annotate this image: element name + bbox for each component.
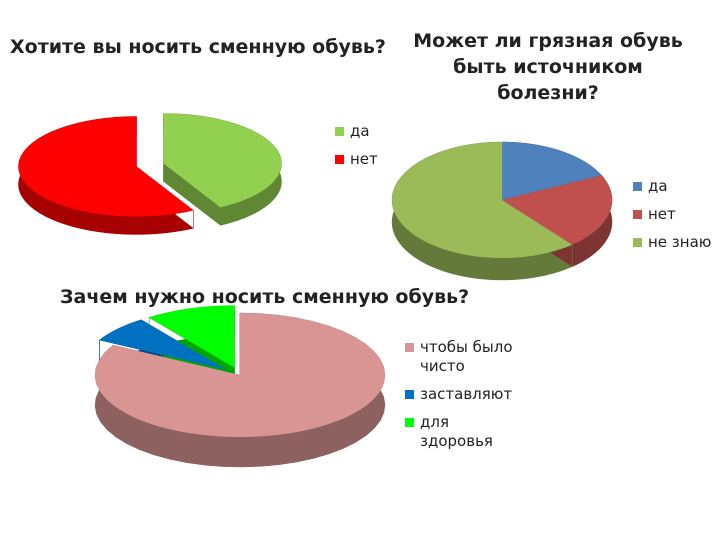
legend-swatch bbox=[633, 210, 642, 219]
legend: чтобы было чисто заставляют для здоровья bbox=[405, 338, 525, 460]
legend-label: не знаю bbox=[648, 233, 712, 251]
legend-item: да bbox=[633, 177, 711, 196]
slice bbox=[502, 142, 602, 200]
legend-item: нет bbox=[633, 205, 711, 224]
slice bbox=[95, 313, 386, 437]
legend-item: для здоровья bbox=[405, 413, 525, 451]
slice bbox=[502, 175, 612, 245]
legend: да нет не знаю bbox=[633, 177, 711, 261]
legend-item: чтобы было чисто bbox=[405, 338, 525, 376]
legend-label: да bbox=[648, 177, 668, 195]
legend-label: чтобы было чисто bbox=[420, 338, 513, 375]
legend-label: нет bbox=[350, 150, 378, 168]
legend-label: для здоровья bbox=[420, 413, 493, 450]
legend-label: нет bbox=[648, 205, 676, 223]
slice bbox=[149, 305, 235, 368]
legend-item: да bbox=[335, 122, 378, 141]
legend-item: не знаю bbox=[633, 233, 711, 252]
legend-swatch bbox=[633, 182, 642, 191]
slice bbox=[99, 319, 227, 370]
legend-label: заставляют bbox=[420, 385, 513, 403]
legend-label: да bbox=[350, 122, 370, 140]
chart-title: Может ли грязная обувь быть источником б… bbox=[413, 30, 683, 104]
slice bbox=[392, 142, 573, 258]
slice bbox=[18, 116, 194, 217]
legend: да нет bbox=[335, 122, 378, 178]
legend-swatch bbox=[405, 418, 414, 427]
chart-title: Зачем нужно носить сменную обувь? bbox=[60, 286, 470, 308]
chart-title: Хотите вы носить сменную обувь? bbox=[10, 36, 386, 58]
slice bbox=[163, 113, 282, 208]
legend-swatch bbox=[405, 343, 414, 352]
legend-swatch bbox=[633, 238, 642, 247]
legend-swatch bbox=[335, 127, 344, 136]
legend-swatch bbox=[405, 390, 414, 399]
legend-item: заставляют bbox=[405, 385, 525, 404]
legend-swatch bbox=[335, 155, 344, 164]
legend-item: нет bbox=[335, 150, 378, 169]
